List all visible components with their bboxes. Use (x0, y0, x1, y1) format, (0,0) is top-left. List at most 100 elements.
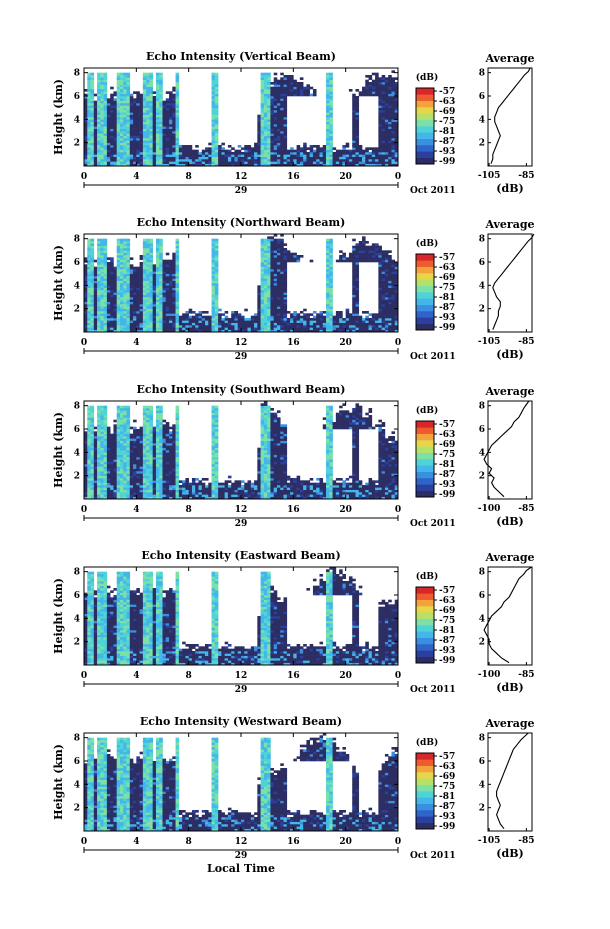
colorbar-tick-label: -57 (439, 586, 455, 596)
avg-y-tick-label: 2 (479, 638, 485, 648)
avg-y-tick-label: 2 (479, 139, 485, 149)
colorbar-tick-label: -99 (439, 656, 455, 666)
avg-y-tick-label: 6 (479, 425, 485, 435)
x-tick-label: 0 (395, 837, 401, 847)
x-tick-label: 0 (81, 172, 87, 182)
colorbar: -57-63-69-75-81-87-93-99 (415, 87, 455, 167)
colorbar-tick-label: -87 (439, 303, 455, 313)
avg-x-axis-label: (dB) (496, 681, 523, 694)
colorbar-unit: (dB) (416, 238, 438, 249)
avg-x-axis-label: (dB) (496, 348, 523, 361)
y-axis-label: Height (km) (52, 245, 65, 321)
colorbar-tick-label: -99 (439, 157, 455, 167)
colorbar-tick-label: -93 (439, 812, 455, 822)
heatmap (84, 567, 398, 665)
colorbar-tick-label: -75 (439, 283, 455, 293)
colorbar-tick-label: -75 (439, 117, 455, 127)
avg-y-tick-label: 2 (479, 472, 485, 482)
y-axis-label: Height (km) (52, 412, 65, 488)
date-label: 29 (235, 352, 248, 362)
avg-y-tick-label: 4 (479, 448, 485, 458)
colorbar-tick-label: -69 (439, 440, 455, 450)
x-tick-label: 8 (186, 505, 192, 515)
colorbar-tick-label: -69 (439, 772, 455, 782)
colorbar-tick-label: -81 (439, 127, 455, 137)
date-label: 29 (235, 851, 248, 861)
colorbar-tick-label: -69 (439, 606, 455, 616)
average-line (483, 400, 530, 498)
average-line (492, 233, 535, 330)
colorbar-tick-label: -99 (439, 822, 455, 832)
x-tick-label: 20 (339, 671, 352, 681)
panel-title: Echo Intensity (Southward Beam) (137, 383, 346, 396)
x-tick-label: 16 (287, 505, 300, 515)
avg-y-tick-label: 6 (479, 757, 485, 767)
heatmap (84, 70, 398, 166)
avg-y-tick-label: 8 (479, 69, 485, 79)
average-frame (487, 233, 533, 333)
date-label: 29 (235, 186, 248, 196)
avg-x-tick-label: -100 (478, 670, 501, 680)
heatmap (84, 401, 398, 499)
avg-y-tick-label: 2 (479, 804, 485, 814)
colorbar-tick-label: -93 (439, 147, 455, 157)
colorbar-frame (415, 253, 435, 331)
x-axis-label: Local Time (207, 862, 275, 875)
x-tick-label: 4 (133, 172, 139, 182)
colorbar-tick-label: -69 (439, 273, 455, 283)
colorbar-tick-label: -81 (439, 792, 455, 802)
y-tick-label: 2 (74, 305, 80, 315)
panel-0: Echo Intensity (Vertical Beam) 2 4 6 8 Height… (52, 50, 535, 196)
y-axis-label: Height (km) (52, 578, 65, 654)
panel-title: Echo Intensity (Eastward Beam) (141, 549, 340, 562)
avg-x-tick-label: -85 (518, 171, 534, 181)
avg-x-tick-label: -85 (518, 670, 534, 680)
average-profile: Average 2 4 6 8 -105 -85(dB) (478, 52, 535, 195)
avg-y-tick-label: 8 (479, 402, 485, 412)
y-tick-label: 8 (74, 402, 80, 412)
avg-y-tick-label: 4 (479, 115, 485, 125)
avg-x-tick-label: -105 (478, 171, 501, 181)
heatmap (84, 234, 398, 332)
x-tick-label: 4 (133, 338, 139, 348)
avg-y-tick-label: 8 (479, 734, 485, 744)
x-tick-label: 0 (81, 338, 87, 348)
avg-x-tick-label: -105 (478, 337, 501, 347)
x-tick-label: 20 (339, 837, 352, 847)
avg-y-tick-label: 2 (479, 305, 485, 315)
colorbar-tick-label: -87 (439, 137, 455, 147)
average-title: Average (484, 218, 534, 231)
y-tick-label: 2 (74, 804, 80, 814)
colorbar-tick-label: -63 (439, 596, 455, 606)
x-tick-label: 8 (186, 837, 192, 847)
colorbar-tick-label: -99 (439, 323, 455, 333)
average-profile: Average 2 4 6 8 -100 -85(dB) (478, 551, 535, 694)
average-profile: Average 2 4 6 8 -105 -85(dB) (478, 218, 535, 361)
x-tick-label: 0 (81, 505, 87, 515)
average-title: Average (484, 551, 534, 564)
month-label: Oct 2011 (410, 685, 456, 695)
colorbar-tick-label: -75 (439, 782, 455, 792)
month-label: Oct 2011 (410, 352, 456, 362)
y-tick-label: 2 (74, 472, 80, 482)
average-title: Average (484, 717, 534, 730)
x-tick-label: 0 (395, 172, 401, 182)
colorbar-unit: (dB) (416, 405, 438, 416)
avg-x-axis-label: (dB) (496, 182, 523, 195)
y-axis-label: Height (km) (52, 744, 65, 820)
colorbar-tick-label: -87 (439, 470, 455, 480)
colorbar-tick-label: -63 (439, 263, 455, 273)
x-tick-label: 8 (186, 671, 192, 681)
colorbar-tick-label: -93 (439, 313, 455, 323)
y-tick-label: 8 (74, 568, 80, 578)
average-frame (487, 566, 533, 666)
colorbar-frame (415, 420, 435, 498)
average-title: Average (484, 385, 534, 398)
colorbar-tick-label: -93 (439, 480, 455, 490)
x-tick-label: 12 (235, 172, 248, 182)
avg-y-tick-label: 4 (479, 780, 485, 790)
y-tick-label: 6 (74, 757, 80, 767)
avg-y-tick-label: 8 (479, 568, 485, 578)
x-tick-label: 12 (235, 505, 248, 515)
